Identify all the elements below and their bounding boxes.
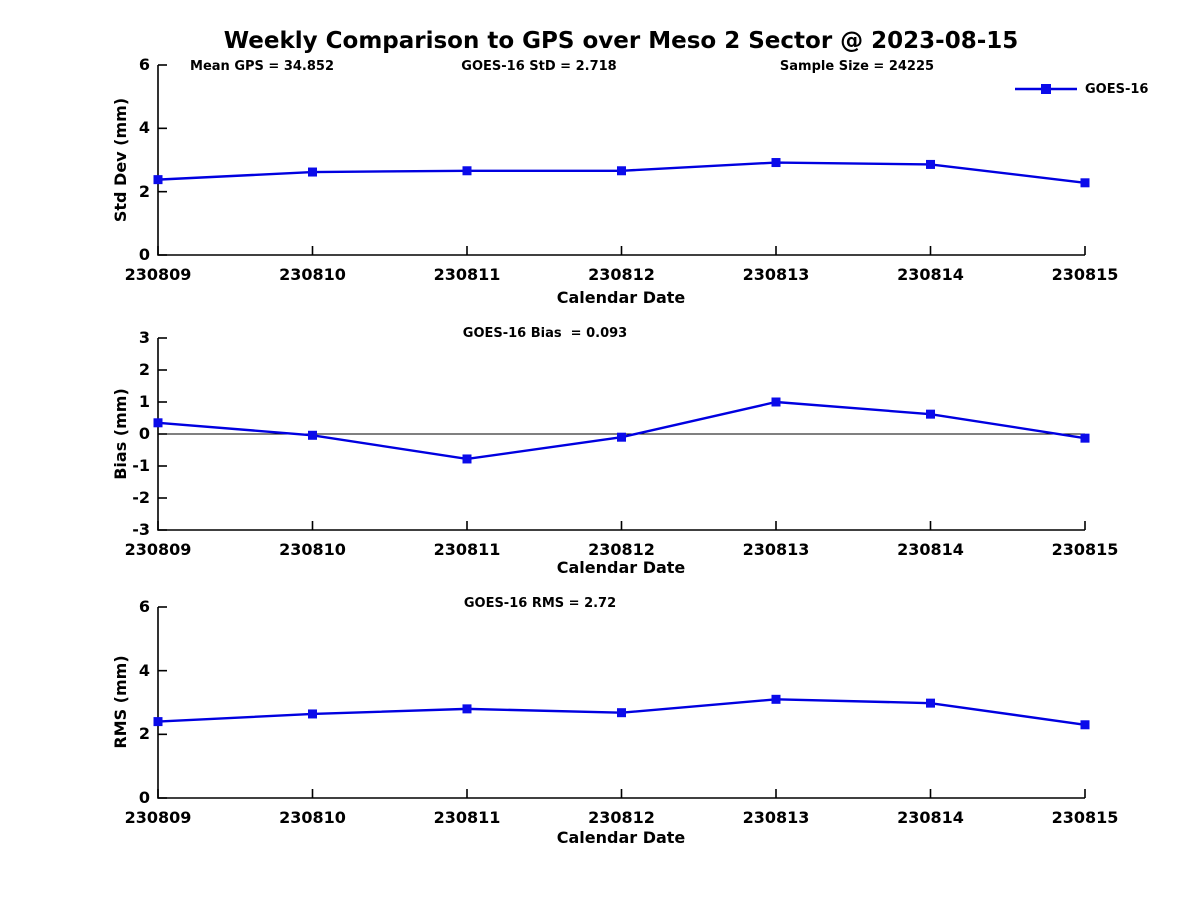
x-tick-label-std-dev: 230809 [124, 265, 192, 284]
data-point-marker-bias [462, 454, 472, 464]
data-point-marker-rms [771, 694, 781, 704]
x-tick-label-bias: 230815 [1051, 540, 1119, 559]
data-point-marker-bias [771, 397, 781, 407]
data-point-marker-bias [153, 418, 163, 428]
x-tick-label-bias: 230811 [433, 540, 501, 559]
y-tick-label-bias: 3 [138, 328, 150, 347]
x-tick-label-std-dev: 230814 [897, 265, 964, 284]
axes-std-dev [157, 65, 1085, 256]
data-point-marker-std-dev [308, 167, 317, 177]
legend: GOES-16 [1014, 80, 1148, 98]
data-point-marker-std-dev [771, 158, 781, 168]
data-point-marker-std-dev [926, 159, 935, 169]
y-tick-label-rms: 2 [138, 724, 150, 744]
y-tick-label-bias: -3 [132, 520, 150, 539]
data-point-marker-rms [153, 717, 163, 727]
data-point-marker-std-dev [462, 166, 472, 176]
annotation-goes16-rms: GOES-16 RMS = 2.72 [463, 596, 617, 611]
annotation-sample-size: Sample Size = 24225 [779, 59, 935, 74]
legend-label: GOES-16 [1085, 81, 1149, 97]
legend-line-marker-icon [1015, 84, 1077, 94]
data-point-marker-rms [308, 709, 317, 719]
axes-rms [157, 607, 1085, 799]
y-tick-label-bias: -1 [132, 456, 150, 475]
figure-title: Weekly Comparison to GPS over Meso 2 Sec… [223, 28, 1019, 54]
y-tick-label-bias: 0 [138, 424, 150, 443]
y-tick-label-std-dev: 0 [138, 245, 150, 264]
y-tick-label-bias: 1 [138, 392, 150, 411]
x-axis-title-rms: Calendar Date [556, 828, 686, 847]
data-point-marker-rms [1080, 720, 1090, 730]
x-tick-label-bias: 230812 [588, 540, 655, 559]
x-tick-label-rms: 230814 [897, 808, 964, 827]
x-axis-title-std-dev: Calendar Date [556, 288, 686, 307]
y-tick-label-std-dev: 4 [138, 118, 150, 138]
y-tick-label-rms: 4 [138, 660, 150, 680]
x-tick-label-bias: 230810 [279, 540, 346, 559]
y-tick-label-rms: 6 [138, 597, 150, 616]
x-tick-label-rms: 230809 [124, 808, 192, 827]
x-tick-label-std-dev: 230810 [279, 265, 346, 284]
x-tick-label-rms: 230810 [279, 808, 346, 827]
y-tick-label-std-dev: 6 [138, 55, 150, 74]
x-tick-label-bias: 230809 [124, 540, 192, 559]
x-tick-label-rms: 230812 [588, 808, 655, 827]
annotation-goes16-bias: GOES-16 Bias = 0.093 [462, 326, 628, 341]
annotation-goes16-std: GOES-16 StD = 2.718 [461, 59, 617, 74]
x-tick-label-rms: 230815 [1051, 808, 1119, 827]
x-tick-label-bias: 230814 [897, 540, 964, 559]
x-tick-label-std-dev: 230815 [1051, 265, 1119, 284]
y-tick-label-rms: 0 [138, 788, 150, 807]
y-axis-label-std-dev: Std Dev (mm) [110, 97, 130, 223]
y-tick-label-bias: 2 [138, 360, 150, 379]
annotation-mean-gps: Mean GPS = 34.852 [190, 59, 334, 74]
data-point-marker-std-dev [1080, 178, 1090, 188]
data-point-marker-bias [1080, 433, 1090, 443]
x-tick-label-std-dev: 230813 [742, 265, 810, 284]
data-point-marker-rms [926, 698, 935, 708]
x-tick-label-std-dev: 230811 [433, 265, 501, 284]
data-point-marker-rms [462, 704, 472, 714]
y-tick-label-std-dev: 2 [138, 181, 150, 201]
data-line-bias [157, 400, 1086, 461]
data-point-marker-std-dev [153, 175, 163, 185]
data-point-marker-std-dev [617, 166, 626, 176]
data-point-marker-bias [617, 432, 626, 442]
data-point-marker-bias [308, 430, 317, 440]
x-tick-label-rms: 230811 [433, 808, 501, 827]
x-tick-label-rms: 230813 [742, 808, 810, 827]
x-tick-label-std-dev: 230812 [588, 265, 655, 284]
data-point-marker-bias [926, 409, 935, 419]
y-tick-label-bias: -2 [132, 488, 150, 507]
x-axis-title-bias: Calendar Date [556, 558, 686, 577]
data-point-marker-rms [617, 708, 626, 718]
x-tick-label-bias: 230813 [742, 540, 810, 559]
